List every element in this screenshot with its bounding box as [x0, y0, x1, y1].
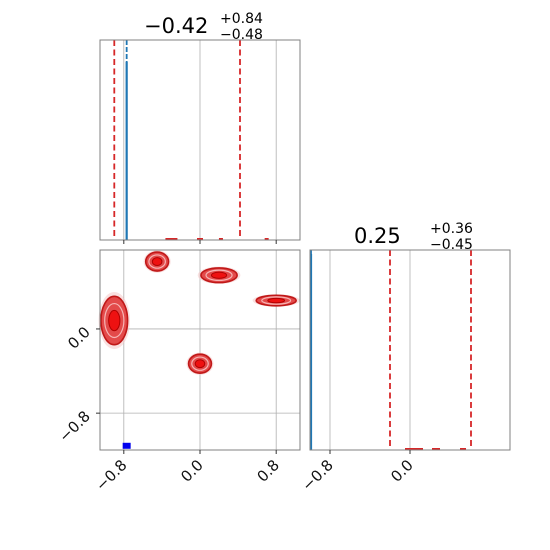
contour-inner: [108, 309, 121, 332]
joint-panel: −0.8 0.0 0.8 −0.8 0.0: [55, 249, 301, 495]
contour-inner: [194, 359, 206, 369]
histogram-bar: [432, 448, 440, 450]
truth-marker: [122, 442, 131, 449]
panel-title-lower: −0.45: [430, 237, 473, 253]
density-cluster: [186, 352, 214, 375]
contour-mid: [205, 269, 233, 282]
x-tick-label: 0.8: [253, 456, 283, 486]
histogram-bar: [460, 448, 466, 450]
density-cluster: [143, 250, 171, 273]
density-cluster: [197, 266, 241, 284]
marginal-x-panel: −0.42 +0.84−0.48: [99, 11, 301, 244]
marginal-y-panel: 0.25 +0.36−0.45 −0.8 0.0: [298, 221, 511, 495]
contour-inner: [151, 257, 163, 267]
contour-mid: [191, 356, 209, 371]
x-tick-label: 0.0: [387, 456, 417, 486]
x-tick-label: 0.0: [177, 456, 207, 486]
contour-mid: [104, 302, 125, 339]
contour-inner: [210, 271, 228, 279]
x-tick-label: −0.8: [298, 456, 336, 494]
y-tick-label: 0.0: [64, 323, 94, 353]
panel-title-lower: −0.48: [220, 27, 263, 43]
x-tick-label: −0.8: [92, 456, 130, 494]
contour-mid: [148, 254, 166, 269]
density-cluster: [252, 294, 300, 307]
histogram-bar: [165, 238, 178, 240]
histogram-bar: [197, 238, 203, 240]
panel-title-upper: +0.84: [220, 11, 263, 27]
contour-mid: [261, 296, 292, 305]
histogram-bar: [264, 238, 269, 240]
contour-inner: [267, 297, 286, 304]
panel-title-value: −0.42: [144, 14, 208, 38]
panel-title-upper: +0.36: [430, 221, 473, 237]
density-cluster: [98, 291, 131, 350]
histogram-bar: [405, 448, 423, 450]
histogram-bar: [218, 238, 223, 240]
y-tick-label: −0.8: [55, 407, 93, 445]
panel-title-value: 0.25: [354, 224, 401, 248]
